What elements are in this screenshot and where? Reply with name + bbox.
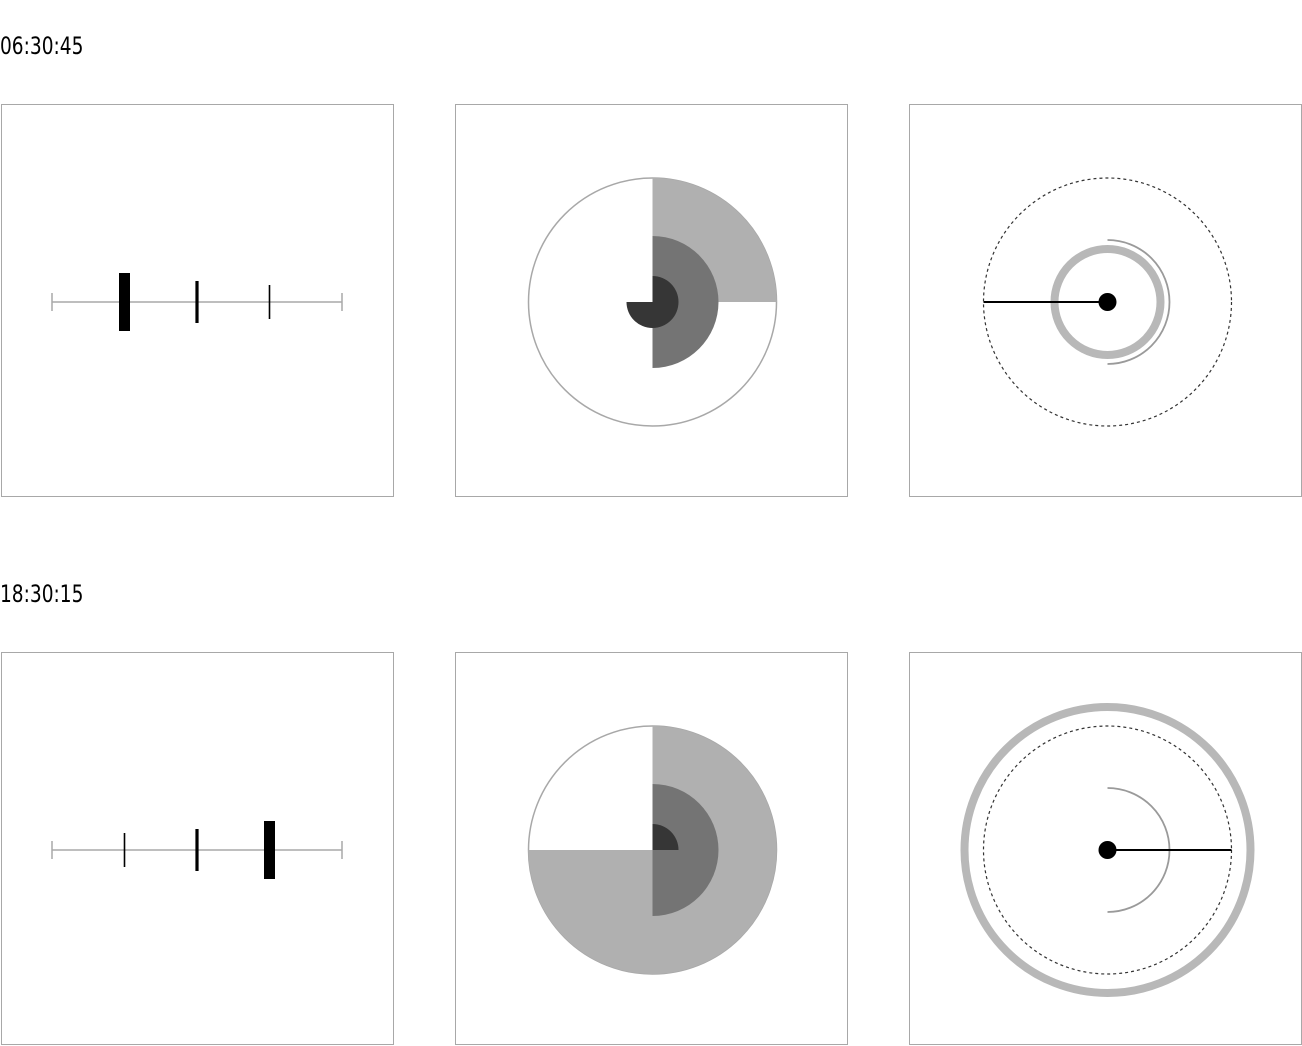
outer-dashed-ring [982,177,1233,427]
minute-sector [652,236,719,368]
radial-time-diagram [527,177,778,427]
second-sector [626,276,679,328]
linear-time-diagram [51,821,343,879]
orbit-time-panel-0 [909,104,1302,497]
time-label-1: 18:30:15 [0,580,84,608]
linear-time-diagram [51,273,343,331]
center-dot [1098,841,1117,859]
second-sector [652,824,679,850]
hour-marker [264,821,275,879]
minute-arc [1107,239,1171,365]
time-label-0: 06:30:45 [0,32,84,60]
radial-time-panel-0 [455,104,848,497]
orbit-time-panel-1 [909,652,1302,1045]
linear-time-panel-1 [1,652,394,1045]
minute-marker [195,829,199,871]
radial-time-diagram [527,725,778,975]
radial-time-panel-1 [455,652,848,1045]
minute-marker [195,281,199,323]
hour-marker [119,273,130,331]
second-marker [123,833,126,867]
hour-ring [960,703,1255,997]
second-marker [268,285,271,319]
minute-sector [652,784,719,916]
orbit-time-diagram [982,177,1233,427]
linear-time-panel-0 [1,104,394,497]
center-dot [1098,293,1117,311]
orbit-time-diagram [960,703,1255,997]
